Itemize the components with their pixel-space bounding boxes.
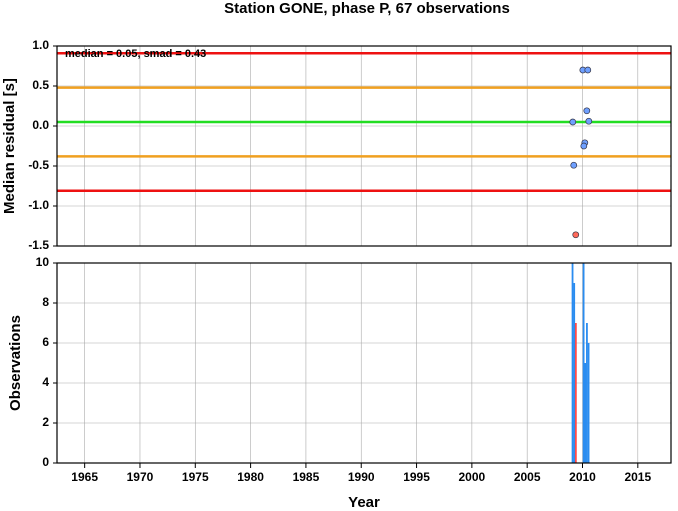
y-tick-label: 6: [42, 335, 49, 349]
x-tick-label: 1990: [348, 470, 375, 484]
chart-title: Station GONE, phase P, 67 observations: [224, 0, 510, 17]
point: [584, 66, 592, 74]
y-tick-label: 2: [42, 415, 49, 429]
bar: [582, 263, 585, 463]
x-tick-label: 2015: [624, 470, 651, 484]
y-tick-label: 10: [36, 255, 50, 269]
x-tick-label: 2000: [459, 470, 486, 484]
bar: [584, 363, 587, 463]
y-tick-label: -1.0: [28, 198, 49, 212]
x-tick-label: 1980: [237, 470, 264, 484]
bar: [586, 323, 588, 463]
x-tick-label: 1995: [403, 470, 430, 484]
x-tick-label: 1985: [293, 470, 320, 484]
y-tick-label: 8: [42, 295, 49, 309]
y-tick-label: 4: [42, 375, 49, 389]
plot-frame: [56, 262, 672, 464]
x-tick-label: 1965: [71, 470, 98, 484]
point: [570, 161, 578, 169]
x-tick-label: 2010: [569, 470, 596, 484]
y-tick-label: 0.0: [32, 118, 49, 132]
annotation: median = 0.05, smad = 0.43: [65, 48, 206, 60]
point: [583, 107, 591, 115]
y-tick-label: -1.5: [28, 238, 49, 252]
y-tick-label: 0.5: [32, 78, 49, 92]
y-tick-label: 1.0: [32, 38, 49, 52]
bar: [571, 263, 574, 463]
x-axis-label: Year: [348, 494, 380, 511]
bar: [573, 283, 576, 463]
point: [569, 118, 577, 126]
point: [580, 142, 588, 150]
point: [572, 231, 580, 239]
y-axis-label: Observations: [7, 315, 24, 411]
bar: [587, 343, 590, 463]
bar: [574, 323, 577, 463]
plot-frame: [56, 45, 672, 247]
y-tick-label: 0: [42, 455, 49, 469]
x-tick-label: 1970: [127, 470, 154, 484]
x-tick-label: 1975: [182, 470, 209, 484]
point: [585, 117, 593, 125]
x-tick-label: 2005: [514, 470, 541, 484]
y-tick-label: -0.5: [28, 158, 49, 172]
y-axis-label: Median residual [s]: [1, 78, 18, 214]
